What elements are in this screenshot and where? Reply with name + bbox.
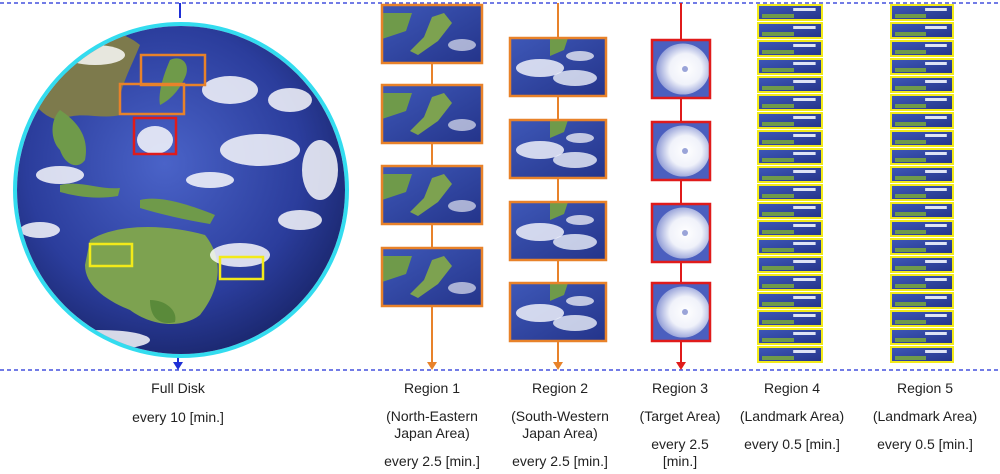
region4-frame	[757, 202, 823, 219]
region4-frame	[757, 58, 823, 75]
region5-frame	[890, 58, 954, 75]
region5-label: Region 5 (Landmark Area) every 0.5 [min.…	[863, 380, 987, 453]
region2-frame	[508, 281, 608, 343]
region2-box	[118, 82, 186, 116]
region4-frame	[757, 112, 823, 129]
region5-frame	[890, 184, 954, 201]
region5-frame	[890, 256, 954, 273]
region2-frame	[508, 200, 608, 262]
region1-frame	[380, 3, 484, 65]
region4-frame	[757, 184, 823, 201]
region5-frame	[890, 274, 954, 291]
region2-label: Region 2 (South-Western Japan Area) ever…	[500, 380, 620, 470]
region5-frame	[890, 166, 954, 183]
region4-frame	[757, 76, 823, 93]
full-disk-arrowhead	[173, 362, 183, 370]
region4-frame	[757, 130, 823, 147]
region5-box	[218, 255, 265, 281]
region5-frame	[890, 238, 954, 255]
region5-frame	[890, 4, 954, 21]
region1-frame	[380, 83, 484, 145]
region5-frame	[890, 220, 954, 237]
region5-interval: every 0.5 [min.]	[877, 436, 973, 452]
region4-frame	[757, 22, 823, 39]
region4-frame	[757, 346, 823, 363]
region2-column	[508, 3, 608, 370]
region5-name: Region 5	[896, 380, 954, 396]
region5-frame	[890, 94, 954, 111]
region2-arrowhead	[553, 362, 563, 370]
region4-area-line1: (Landmark Area)	[739, 408, 845, 424]
region1-frame	[380, 246, 484, 308]
region2-name: Region 2	[531, 380, 589, 396]
region3-label: Region 3 (Target Area) every 2.5 [min.]	[625, 380, 735, 470]
region1-arrowhead	[427, 362, 437, 370]
region3-frame	[650, 202, 712, 264]
region4-frame	[757, 148, 823, 165]
region4-frame	[757, 238, 823, 255]
region1-area-line2: Japan Area)	[394, 425, 470, 441]
region3-interval-line1: every 2.5	[651, 436, 709, 452]
full-disk-earth	[13, 22, 349, 358]
region4-box	[88, 242, 134, 268]
region4-name: Region 4	[763, 380, 821, 396]
region4-interval: every 0.5 [min.]	[744, 436, 840, 452]
region5-frame	[890, 148, 954, 165]
region3-name: Region 3	[651, 380, 709, 396]
region3-frame	[650, 120, 712, 182]
region2-frame	[508, 36, 608, 98]
region5-frame	[890, 40, 954, 57]
region5-area-line1: (Landmark Area)	[872, 408, 978, 424]
region3-box	[132, 116, 178, 156]
region1-interval: every 2.5 [min.]	[384, 453, 480, 469]
region5-frame	[890, 292, 954, 309]
region3-column	[650, 3, 712, 370]
region5-frame	[890, 328, 954, 345]
region4-frame	[757, 166, 823, 183]
region3-area-line1: (Target Area)	[639, 408, 721, 424]
region4-frame	[757, 256, 823, 273]
region1-column	[380, 3, 484, 370]
region1-label: Region 1 (North-Eastern Japan Area) ever…	[372, 380, 492, 470]
full-disk-label: Full Disk every 10 [min.]	[118, 380, 238, 426]
full-disk-interval: every 10 [min.]	[132, 409, 224, 425]
region5-frame	[890, 22, 954, 39]
region5-frame	[890, 76, 954, 93]
region5-frame	[890, 346, 954, 363]
region4-frame	[757, 40, 823, 57]
region4-column	[757, 4, 823, 363]
region2-frame	[508, 118, 608, 180]
region4-frame	[757, 4, 823, 21]
region4-frame	[757, 274, 823, 291]
region5-frame	[890, 112, 954, 129]
region4-frame	[757, 328, 823, 345]
region2-area-line2: Japan Area)	[522, 425, 598, 441]
region3-arrowhead	[676, 362, 686, 370]
region4-frame	[757, 292, 823, 309]
region4-frame	[757, 310, 823, 327]
region5-frame	[890, 310, 954, 327]
region5-column	[890, 4, 954, 363]
region2-area-line1: (South-Western	[511, 408, 609, 424]
region4-frame	[757, 220, 823, 237]
region4-label: Region 4 (Landmark Area) every 0.5 [min.…	[732, 380, 852, 453]
region4-frame	[757, 94, 823, 111]
region2-interval: every 2.5 [min.]	[512, 453, 608, 469]
region5-frame	[890, 202, 954, 219]
region1-area-line1: (North-Eastern	[386, 408, 478, 424]
region3-interval-line2: [min.]	[662, 453, 698, 469]
full-disk-name: Full Disk	[151, 380, 205, 396]
region1-frame	[380, 164, 484, 226]
region3-frame	[650, 281, 712, 343]
region3-frame	[650, 38, 712, 100]
region5-frame	[890, 130, 954, 147]
region1-name: Region 1	[403, 380, 461, 396]
